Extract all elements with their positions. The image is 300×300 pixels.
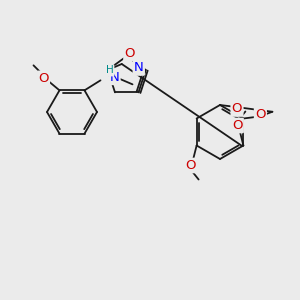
Text: O: O (124, 47, 135, 60)
Text: N: N (134, 61, 144, 74)
Text: O: O (255, 108, 266, 121)
Text: N: N (110, 71, 119, 84)
Text: O: O (232, 119, 243, 132)
Text: O: O (39, 72, 48, 85)
Text: O: O (232, 103, 242, 116)
Text: O: O (255, 108, 266, 121)
Text: O: O (232, 103, 242, 116)
Text: O: O (38, 72, 49, 85)
Text: N: N (134, 61, 144, 74)
Text: N: N (110, 71, 119, 84)
Text: O: O (124, 47, 135, 60)
Text: H: H (106, 65, 113, 75)
Text: H: H (106, 65, 113, 75)
Text: O: O (185, 159, 196, 172)
Text: O: O (185, 159, 196, 172)
Text: O: O (232, 119, 243, 132)
